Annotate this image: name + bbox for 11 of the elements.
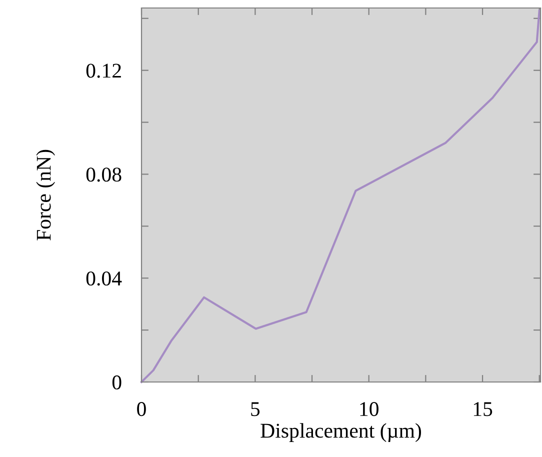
x-tick-label: 10 [360, 402, 378, 416]
y-axis-title: Force (nN) [36, 150, 56, 240]
x-tick-label: 15 [474, 402, 492, 416]
y-tick-label: 0.04 [86, 271, 122, 286]
x-axis-title: Displacement (µm) [260, 423, 421, 442]
x-tick-label: 5 [251, 402, 260, 416]
y-tick-label: 0.08 [86, 168, 122, 182]
y-tick-label: 0.12 [86, 64, 121, 78]
x-tick-label: 0 [137, 402, 146, 416]
y-tick-label: 0 [112, 375, 122, 390]
line-series [140, 10, 540, 384]
